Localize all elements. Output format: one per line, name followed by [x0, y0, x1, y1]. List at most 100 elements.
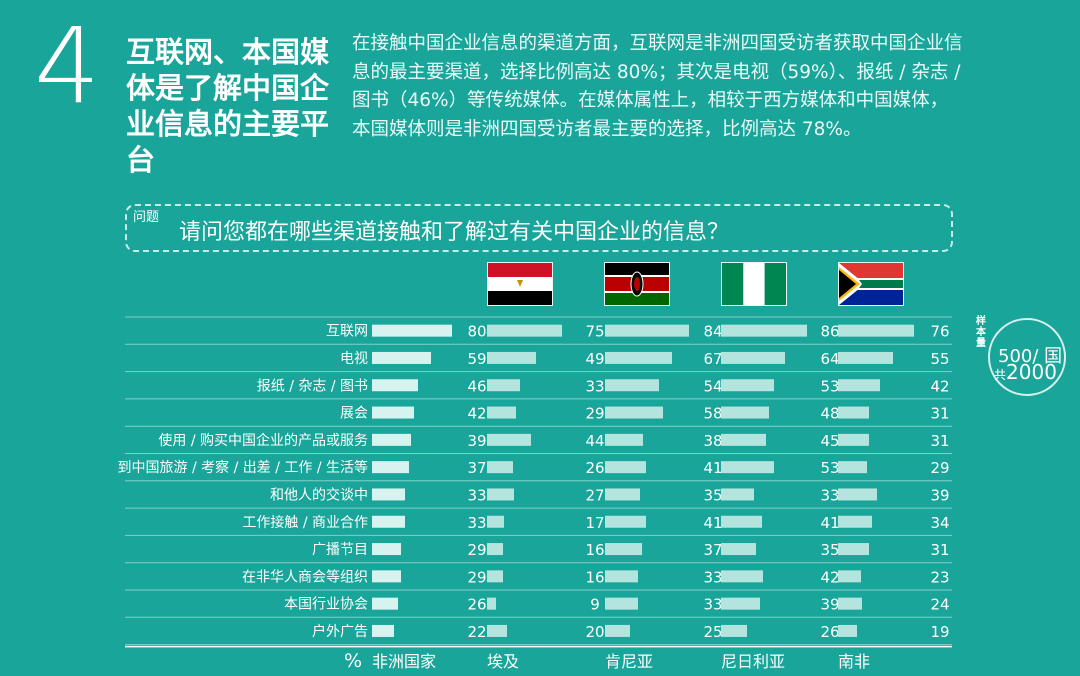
- bar: [838, 624, 857, 637]
- bar: [838, 379, 880, 392]
- value-label: 16: [585, 541, 604, 559]
- value-label: 19: [930, 623, 949, 641]
- bar: [605, 461, 646, 474]
- value-label: 29: [930, 459, 949, 477]
- bar: [372, 488, 405, 501]
- value-label: 17: [585, 514, 604, 532]
- value-label: 38: [703, 432, 722, 450]
- bar: [838, 570, 861, 583]
- value-label: 29: [467, 568, 486, 586]
- category-label: 电视: [340, 351, 368, 367]
- value-label: 54: [703, 377, 722, 395]
- sample-circle: [988, 318, 1066, 396]
- value-label: 75: [585, 323, 604, 341]
- bar: [372, 379, 418, 392]
- sample-total: 2000: [1006, 360, 1057, 384]
- question-text: 请问您都在哪些渠道接触和了解过有关中国企业的信息？: [179, 220, 730, 245]
- value-label: 45: [820, 432, 839, 450]
- category-label: 工作接触 / 商业合作: [242, 514, 368, 531]
- bar: [487, 324, 562, 337]
- bar: [721, 515, 762, 528]
- category-label: 户外广告: [312, 623, 368, 640]
- bar: [838, 351, 893, 364]
- kenya-flag: [604, 262, 670, 306]
- bar: [721, 543, 756, 556]
- value-label: 26: [585, 459, 604, 477]
- category-label: 展会: [340, 406, 368, 422]
- section-number: 4: [34, 5, 100, 127]
- bar: [487, 543, 503, 556]
- category-label: 报纸 / 杂志 / 图书: [257, 378, 368, 394]
- value-label: 35: [820, 541, 839, 559]
- description: 在接触中国企业信息的渠道方面，互联网是非洲四国受访者获取中国企业信息的最主要渠道…: [352, 33, 963, 140]
- value-label: 41: [703, 459, 722, 477]
- sample-total-wrap: 共2000: [994, 360, 1057, 384]
- bar: [838, 543, 869, 556]
- bar: [372, 597, 398, 610]
- value-label: 25: [703, 623, 722, 641]
- bar: [605, 324, 689, 337]
- bar: [372, 515, 405, 528]
- value-label: 33: [703, 568, 722, 586]
- bar: [605, 570, 638, 583]
- value-label: 48: [820, 405, 839, 423]
- value-label: 29: [467, 541, 486, 559]
- value-label: 33: [467, 486, 486, 504]
- value-label: 22: [467, 623, 486, 641]
- question-tag: 问题: [133, 210, 160, 225]
- value-label: 37: [703, 541, 722, 559]
- bar: [372, 433, 411, 446]
- bar: [605, 515, 646, 528]
- bar: [721, 406, 769, 419]
- value-label: 84: [703, 323, 722, 341]
- bar: [372, 570, 401, 583]
- value-label: 33: [467, 514, 486, 532]
- category-label: 到中国旅游 / 考察 / 出差 / 工作 / 生活等: [118, 459, 368, 476]
- value-label: 26: [467, 596, 486, 614]
- value-label: 41: [820, 514, 839, 532]
- bar: [487, 461, 513, 474]
- bar: [372, 351, 431, 364]
- bar: [721, 433, 766, 446]
- bar: [487, 597, 496, 610]
- bar: [487, 570, 503, 583]
- question-box: 问题 请问您都在哪些渠道接触和了解过有关中国企业的信息？: [125, 204, 953, 252]
- series-label: 尼日利亚: [721, 652, 785, 671]
- sample-per-country: 500/ 国: [998, 346, 1063, 367]
- bar: [838, 597, 862, 610]
- bar: [838, 515, 872, 528]
- bar: [372, 624, 394, 637]
- value-label: 55: [930, 350, 949, 368]
- value-label: 42: [820, 568, 839, 586]
- category-label: 使用 / 购买中国企业的产品或服务: [158, 432, 368, 449]
- bar: [372, 461, 409, 474]
- value-label: 33: [585, 377, 604, 395]
- category-label: 和他人的交谈中: [270, 486, 368, 503]
- category-label: 本国行业协会: [284, 597, 368, 613]
- bar: [605, 351, 672, 364]
- value-label: 76: [930, 323, 949, 341]
- value-label: 31: [930, 432, 949, 450]
- bar: [605, 488, 640, 501]
- headline: 互联网、本国媒体是了解中国企业信息的主要平台: [126, 35, 330, 177]
- sample-label: 样本量: [976, 316, 986, 349]
- value-label: 39: [930, 486, 949, 504]
- value-label: 33: [820, 486, 839, 504]
- bar: [721, 597, 760, 610]
- value-label: 16: [585, 568, 604, 586]
- value-label: 67: [703, 350, 722, 368]
- value-label: 59: [467, 350, 486, 368]
- bar: [721, 570, 763, 583]
- bar: [838, 461, 867, 474]
- value-label: 39: [820, 596, 839, 614]
- value-label: 26: [820, 623, 839, 641]
- value-label: 53: [820, 459, 839, 477]
- value-label: 64: [820, 350, 839, 368]
- bar: [605, 433, 643, 446]
- value-label: 46: [467, 377, 486, 395]
- category-label: 互联网: [326, 324, 368, 340]
- series-label: 南非: [838, 652, 870, 671]
- bar: [721, 461, 774, 474]
- bar: [487, 433, 531, 446]
